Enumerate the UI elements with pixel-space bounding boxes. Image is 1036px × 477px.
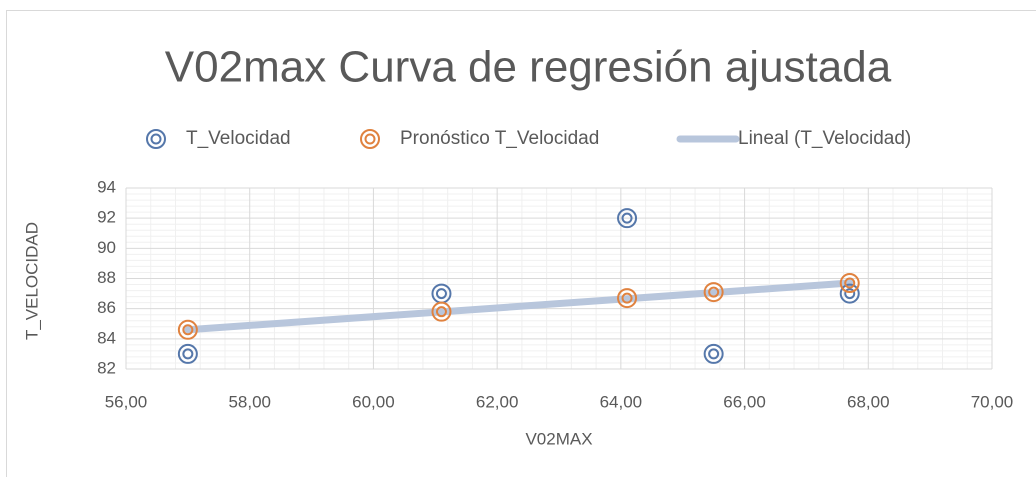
point — [177, 343, 198, 364]
point — [839, 283, 860, 304]
point — [703, 343, 724, 364]
marker-inner — [708, 348, 720, 360]
legend-label: T_Velocidad — [186, 128, 291, 149]
marker-outer — [360, 129, 380, 149]
marker-inner — [708, 286, 720, 298]
marker-outer — [617, 208, 638, 229]
x-axis-title: V02MAX — [525, 429, 592, 448]
legend-label: Pronóstico T_Velocidad — [400, 128, 599, 149]
marker-inner — [364, 133, 376, 145]
x-tick-label: 56,00 — [105, 392, 148, 411]
y-axis-title: T_VELOCIDAD — [22, 222, 41, 340]
x-tick-label: 66,00 — [723, 392, 766, 411]
point — [177, 319, 198, 340]
x-tick-label: 58,00 — [228, 392, 271, 411]
point — [617, 208, 638, 229]
marker-inner — [182, 324, 194, 336]
legend-swatch — [360, 129, 380, 149]
marker-outer — [177, 319, 198, 340]
marker-outer — [146, 129, 166, 149]
marker-outer — [177, 343, 198, 364]
point — [839, 273, 860, 294]
marker-outer — [431, 301, 452, 322]
x-tick-label: 60,00 — [352, 392, 395, 411]
chart-title: V02max Curva de regresión ajustada — [165, 43, 892, 92]
marker-outer — [839, 273, 860, 294]
marker-inner — [844, 288, 856, 300]
marker-inner — [150, 133, 162, 145]
y-tick-label: 84 — [97, 328, 116, 347]
marker-inner — [621, 212, 633, 224]
marker-outer — [839, 283, 860, 304]
y-tick-label: 94 — [97, 177, 116, 196]
x-tick-label: 70,00 — [971, 392, 1014, 411]
x-tick-label: 62,00 — [476, 392, 519, 411]
trend-line — [184, 279, 854, 334]
y-tick-label: 92 — [97, 208, 116, 227]
legend-swatch — [146, 129, 166, 149]
marker-inner — [182, 348, 194, 360]
marker-inner — [435, 306, 447, 318]
point — [431, 301, 452, 322]
x-tick-label: 64,00 — [600, 392, 643, 411]
marker-inner — [844, 277, 856, 289]
y-tick-label: 88 — [97, 268, 116, 287]
chart-border — [6, 10, 1036, 477]
y-tick-label: 86 — [97, 298, 116, 317]
marker-outer — [617, 288, 638, 309]
legend-label: Lineal (T_Velocidad) — [738, 128, 911, 149]
point — [703, 282, 724, 303]
y-tick-label: 82 — [97, 358, 116, 377]
marker-outer — [703, 282, 724, 303]
point — [617, 288, 638, 309]
x-tick-label: 68,00 — [847, 392, 890, 411]
y-tick-label: 90 — [97, 238, 116, 257]
marker-inner — [435, 288, 447, 300]
marker-inner — [621, 292, 633, 304]
marker-outer — [703, 343, 724, 364]
